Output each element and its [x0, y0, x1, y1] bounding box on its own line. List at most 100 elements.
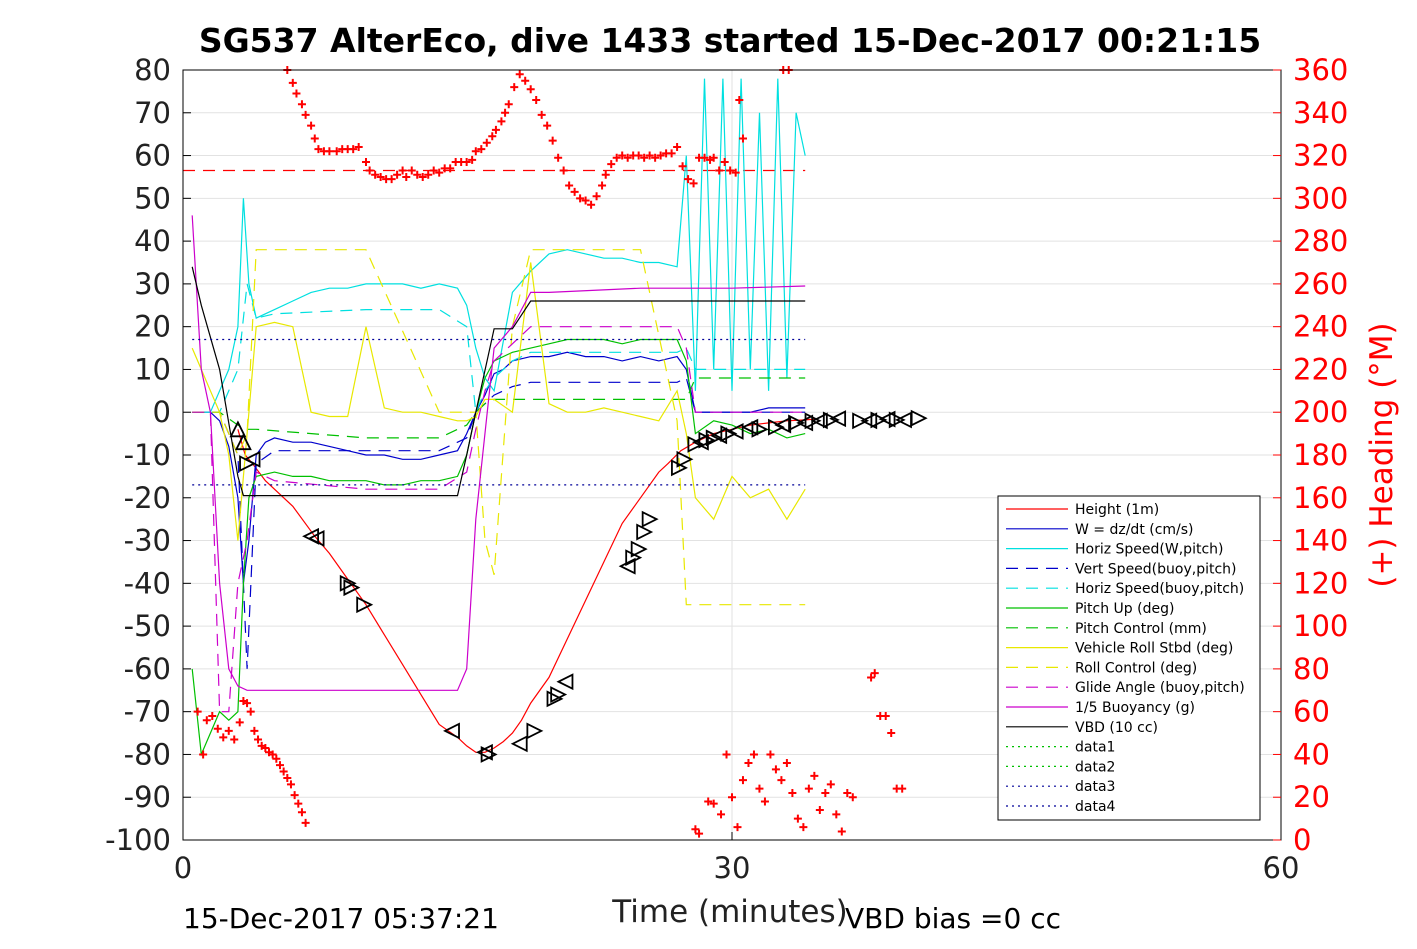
heading-point	[733, 823, 742, 832]
y-tick-label-left: -70	[124, 695, 171, 729]
heading-point	[815, 806, 824, 815]
y-tick-label-left: -100	[105, 823, 171, 857]
heading-point	[695, 829, 704, 838]
heading-point	[867, 673, 876, 682]
y-tick-label-left: 30	[134, 267, 171, 301]
marker-layer	[229, 409, 928, 763]
gps-marker	[343, 579, 361, 597]
gps-marker	[510, 735, 528, 753]
gps-marker	[870, 411, 888, 429]
heading-point	[587, 200, 596, 209]
legend-label-8: Roll Control (deg)	[1075, 660, 1197, 676]
heading-point	[504, 100, 513, 109]
heading-point	[482, 138, 491, 147]
heading-point	[709, 799, 718, 808]
legend-label-15: data4	[1075, 799, 1116, 815]
legend-label-14: data3	[1075, 779, 1115, 795]
series-line-4	[192, 283, 806, 415]
heading-point	[362, 157, 370, 166]
y-tick-label-left: -30	[124, 524, 171, 558]
gps-marker	[804, 412, 822, 430]
series-line-9	[192, 326, 806, 713]
gps-marker	[888, 411, 906, 429]
y-tick-label-right: 100	[1293, 609, 1348, 643]
heading-layer	[193, 66, 907, 838]
heading-point	[407, 166, 416, 175]
heading-point	[656, 151, 665, 160]
heading-point	[843, 788, 852, 797]
series-line-8	[192, 249, 806, 606]
heading-point	[793, 814, 802, 823]
heading-point	[250, 726, 259, 735]
gps-marker	[526, 722, 544, 740]
heading-point	[667, 149, 676, 158]
y-axis-right-label: (+) Heading (°M)	[1364, 322, 1400, 587]
heading-point	[821, 788, 830, 797]
heading-point	[554, 153, 563, 162]
legend-label-4: Horiz Speed(buoy,pitch)	[1075, 581, 1244, 597]
y-tick-label-right: 20	[1293, 780, 1330, 814]
heading-point	[471, 147, 480, 156]
gps-marker	[442, 722, 460, 740]
gps-marker	[625, 549, 643, 567]
y-tick-label-right: 120	[1293, 566, 1348, 600]
heading-point	[290, 791, 299, 800]
x-tick-label: 30	[714, 851, 751, 885]
heading-point	[283, 773, 292, 782]
gps-marker	[741, 418, 759, 436]
gps-marker	[774, 416, 792, 434]
heading-point	[272, 754, 281, 763]
gps-marker	[307, 529, 325, 547]
y-tick-label-left: -50	[124, 609, 171, 643]
heading-point	[393, 170, 402, 179]
series-layer	[191, 78, 815, 757]
y-tick-label-right: 360	[1293, 53, 1348, 87]
heading-point	[760, 797, 769, 806]
heading-point	[640, 153, 649, 162]
heading-point	[749, 750, 758, 759]
y-tick-label-left: 20	[134, 310, 171, 344]
heading-point	[684, 175, 693, 184]
heading-point	[645, 151, 654, 160]
heading-point	[559, 166, 568, 175]
heading-point	[477, 145, 486, 154]
y-tick-label-left: 60	[134, 139, 171, 173]
heading-point	[673, 143, 682, 151]
legend-label-1: W = dz/dt (cm/s)	[1075, 522, 1194, 538]
heading-point	[634, 151, 643, 160]
gps-marker	[556, 673, 574, 691]
heading-point	[462, 157, 471, 166]
legend-label-0: Height (1m)	[1075, 502, 1159, 518]
heading-point	[601, 170, 610, 179]
heading-point	[804, 784, 813, 793]
heading-point	[738, 134, 747, 143]
footer-vbd-bias: VBD bias =0 cc	[845, 902, 1061, 935]
heading-point	[581, 196, 590, 205]
gps-marker	[726, 423, 744, 440]
heading-point	[832, 810, 841, 819]
y-tick-label-right: 0	[1293, 823, 1311, 857]
heading-point	[607, 160, 616, 169]
heading-point	[717, 810, 726, 819]
gps-marker	[229, 420, 247, 438]
y-tick-label-left: 50	[134, 181, 171, 215]
gps-marker	[829, 410, 847, 428]
y-tick-label-right: 140	[1293, 524, 1348, 558]
heading-point	[354, 143, 363, 151]
heading-point	[202, 716, 211, 725]
y-tick-label-right: 280	[1293, 224, 1348, 258]
heading-point	[788, 788, 797, 797]
heading-point	[224, 726, 233, 735]
heading-point	[292, 89, 301, 98]
heading-point	[219, 733, 228, 742]
chart-title: SG537 AlterEco, dive 1433 started 15-Dec…	[199, 21, 1261, 60]
heading-point	[402, 172, 411, 181]
heading-point	[651, 153, 660, 162]
heading-point	[515, 70, 524, 79]
heading-point	[744, 759, 753, 767]
gps-marker	[676, 450, 694, 468]
footer-timestamp: 15-Dec-2017 05:37:21	[183, 902, 499, 935]
gps-marker	[234, 433, 252, 451]
heading-point	[325, 147, 334, 156]
